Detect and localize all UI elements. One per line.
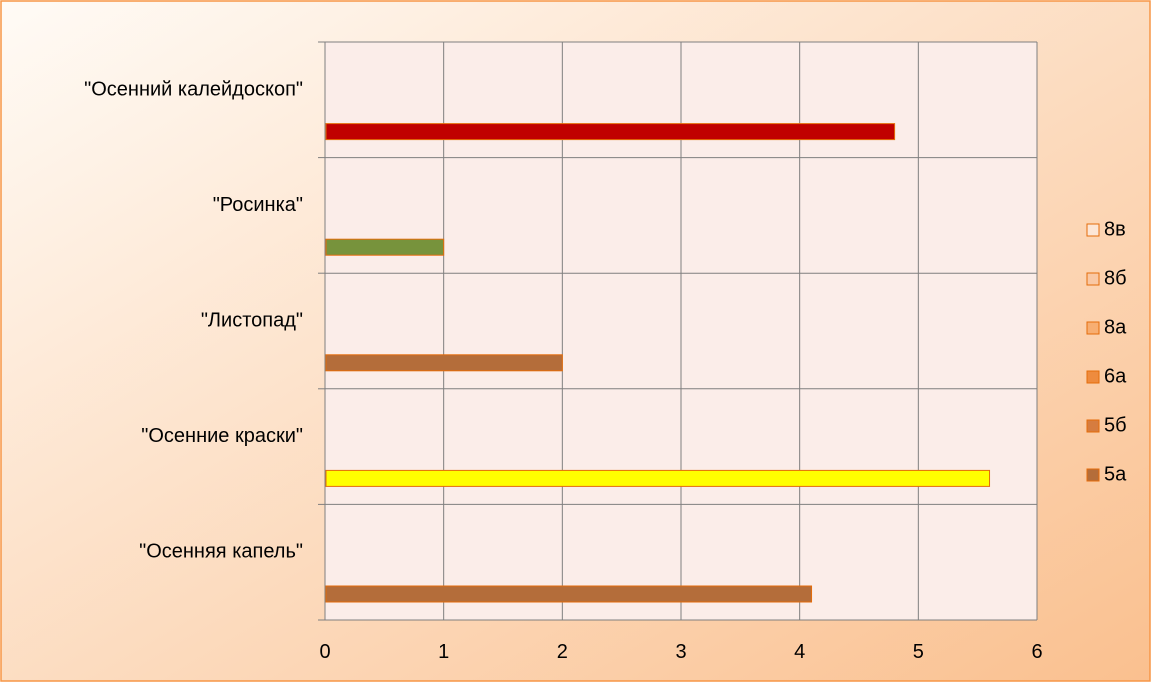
x-tick-label: 1 <box>438 641 449 663</box>
legend-swatch <box>1086 419 1100 433</box>
x-tick-label: 5 <box>913 641 924 663</box>
legend-swatch <box>1086 321 1100 335</box>
bars <box>325 123 991 603</box>
x-tick-label: 4 <box>794 641 805 663</box>
legend-label: 6а <box>1104 365 1127 387</box>
gridlines <box>318 41 1038 621</box>
x-tick-label: 2 <box>557 641 568 663</box>
legend-label: 8б <box>1104 267 1127 289</box>
bar <box>325 123 896 141</box>
category-label: "Осенний калейдоскоп" <box>84 78 303 100</box>
legend-swatch <box>1086 272 1100 286</box>
x-tick-label: 0 <box>319 641 330 663</box>
x-tick-label: 3 <box>675 641 686 663</box>
category-labels: "Осенний калейдоскоп" "Росинка" "Листопад"… <box>84 78 303 562</box>
legend-label: 5а <box>1104 463 1127 485</box>
bar <box>325 238 445 256</box>
x-tick-labels: 0 1 2 3 4 5 6 <box>319 641 1042 663</box>
legend-swatch <box>1086 223 1100 237</box>
bar <box>325 469 991 487</box>
legend-label: 8в <box>1104 218 1126 240</box>
category-label: "Листопад" <box>201 309 303 331</box>
category-label: "Росинка" <box>213 194 303 216</box>
category-label: "Осенние краски" <box>141 425 303 447</box>
axes <box>324 42 1037 621</box>
legend-label: 5б <box>1104 414 1127 436</box>
bar <box>325 585 813 603</box>
legend-swatch <box>1086 370 1100 384</box>
legend-label: 8а <box>1104 316 1127 338</box>
legend-swatch <box>1086 468 1100 482</box>
category-label: "Осенняя капель" <box>139 541 303 563</box>
legend: 8в 8б 8а 6а 5б 5а <box>1086 218 1127 485</box>
bar <box>325 354 563 372</box>
x-tick-label: 6 <box>1031 641 1042 663</box>
